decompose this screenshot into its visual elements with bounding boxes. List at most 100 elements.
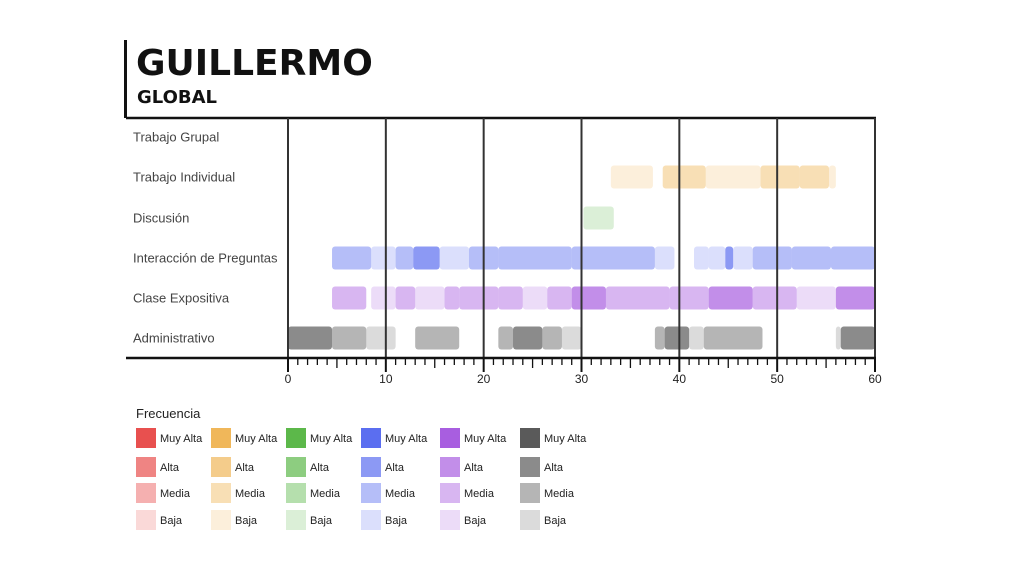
bar-segment	[439, 246, 469, 270]
legend-swatch	[440, 510, 460, 530]
legend-label: Alta	[235, 462, 255, 474]
bar-segment	[542, 326, 562, 350]
legend-swatch	[440, 483, 460, 503]
legend-swatch	[520, 428, 540, 448]
legend-label: Media	[160, 488, 191, 500]
legend-label: Alta	[544, 462, 564, 474]
row-label: Clase Expositiva	[133, 291, 230, 306]
x-tick-label: 10	[379, 372, 393, 386]
x-tick-label: 20	[477, 372, 491, 386]
bar-segment	[703, 326, 763, 350]
bar-segment	[498, 286, 523, 310]
bar-segment	[835, 326, 841, 350]
legend-label: Media	[235, 488, 266, 500]
bar-segment	[705, 165, 761, 189]
bar-segment	[583, 206, 614, 230]
x-tick-label: 40	[673, 372, 687, 386]
bar-segment	[829, 165, 836, 189]
x-tick-label: 0	[285, 372, 292, 386]
legend-label: Baja	[160, 515, 183, 527]
bar-segment	[571, 246, 655, 270]
legend-swatch	[136, 428, 156, 448]
legend-label: Muy Alta	[544, 433, 587, 445]
bar-segment	[791, 246, 831, 270]
bar-segment	[395, 286, 416, 310]
legend-label: Baja	[235, 515, 258, 527]
legend-label: Muy Alta	[235, 433, 278, 445]
legend-swatch	[211, 510, 231, 530]
bar-segment	[332, 326, 367, 350]
x-tick-label: 30	[575, 372, 589, 386]
bar-segment	[605, 286, 670, 310]
legend-label: Baja	[544, 515, 567, 527]
bar-segment	[571, 286, 606, 310]
bar-segment	[664, 326, 690, 350]
bar-segment	[498, 326, 514, 350]
legend-swatch	[440, 457, 460, 477]
bar-segment	[752, 246, 792, 270]
legend-swatch	[520, 457, 540, 477]
bar-segment	[415, 286, 445, 310]
legend-swatch	[211, 428, 231, 448]
legend-swatch	[520, 510, 540, 530]
bar-segment	[733, 246, 753, 270]
legend-swatch	[286, 483, 306, 503]
legend-label: Baja	[310, 515, 333, 527]
legend-swatch	[286, 457, 306, 477]
bar-segment	[708, 286, 753, 310]
legend-swatch	[136, 457, 156, 477]
legend-label: Muy Alta	[160, 433, 203, 445]
legend-label: Alta	[464, 462, 484, 474]
legend-swatch	[520, 483, 540, 503]
bar-segment	[708, 246, 726, 270]
plot-area: Trabajo Grupal Trabajo Individual Discusió…	[126, 116, 882, 386]
bar-segment	[415, 326, 460, 350]
bar-segment	[610, 165, 653, 189]
legend-swatch	[136, 483, 156, 503]
bar-segment	[413, 246, 440, 270]
x-tick-label: 60	[868, 372, 882, 386]
bar-segment	[799, 165, 830, 189]
bar-segment	[689, 326, 704, 350]
legend-label: Media	[464, 488, 495, 500]
bar-segment	[498, 246, 572, 270]
row-label: Trabajo Individual	[133, 170, 235, 185]
row-label: Discusión	[133, 211, 189, 226]
legend-swatch	[440, 428, 460, 448]
row-label: Interacción de Preguntas	[133, 251, 278, 266]
legend-label: Baja	[464, 515, 487, 527]
legend-swatch	[361, 483, 381, 503]
bar-segment	[830, 246, 875, 270]
title-accent-bar	[124, 40, 127, 118]
bar-segment	[288, 326, 333, 350]
bar-segment	[513, 326, 543, 350]
legend-label: Baja	[385, 515, 408, 527]
bar-segment	[752, 286, 797, 310]
legend-label: Media	[544, 488, 575, 500]
bar-segment	[332, 246, 372, 270]
bar-segment	[835, 286, 875, 310]
legend-swatch	[361, 428, 381, 448]
bar-segment	[694, 246, 709, 270]
legend-label: Muy Alta	[310, 433, 353, 445]
bar-segment	[725, 246, 734, 270]
legend-label: Muy Alta	[385, 433, 428, 445]
legend-title: Frecuencia	[136, 406, 201, 421]
row-label: Trabajo Grupal	[133, 130, 219, 145]
bar-segment	[669, 286, 709, 310]
legend-label: Media	[385, 488, 416, 500]
chart-title: GUILLERMO	[136, 43, 373, 84]
bar-segment	[760, 165, 800, 189]
bar-segment	[371, 246, 396, 270]
legend-label: Media	[310, 488, 341, 500]
legend-swatch	[286, 428, 306, 448]
legend-swatch	[211, 457, 231, 477]
bar-segment	[840, 326, 875, 350]
bar-segment	[332, 286, 367, 310]
bar-segment	[561, 326, 582, 350]
legend-swatch	[136, 510, 156, 530]
legend-label: Alta	[160, 462, 180, 474]
legend-swatch	[361, 510, 381, 530]
legend-label: Muy Alta	[464, 433, 507, 445]
